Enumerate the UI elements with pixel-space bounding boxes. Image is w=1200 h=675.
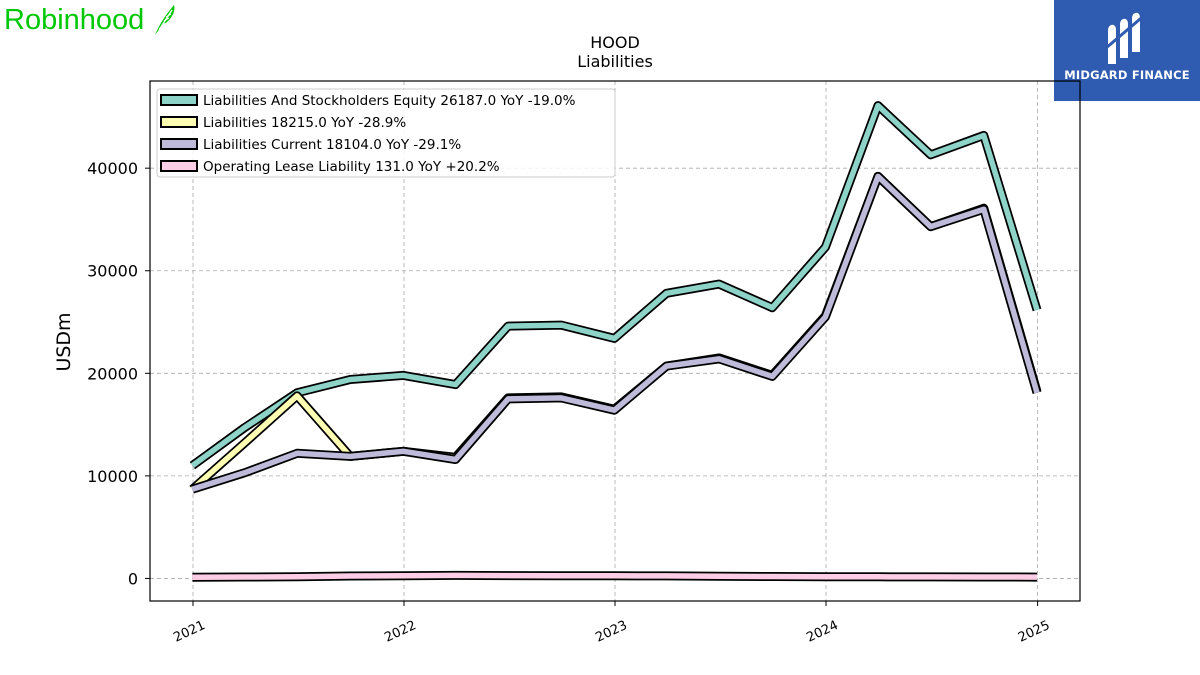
legend-label: Liabilities And Stockholders Equity 2618… [203, 93, 576, 109]
y-tick-label: 20000 [87, 364, 138, 383]
y-axis-label: USDm [53, 312, 75, 371]
x-tick-label: 2023 [593, 618, 629, 646]
feather-icon [155, 5, 175, 35]
y-tick-label: 10000 [87, 467, 138, 486]
plot-frame [149, 80, 1081, 602]
brand-name: Robinhood [4, 3, 145, 36]
legend-label: Liabilities Current 18104.0 YoY -29.1% [203, 137, 461, 153]
x-tick-label: 2022 [382, 618, 418, 646]
legend-swatch [160, 116, 198, 128]
chart-title: HOOD [590, 33, 640, 52]
x-tick-label: 2024 [804, 618, 840, 646]
robinhood-logo: Robinhood [4, 2, 178, 38]
legend-label: Operating Lease Liability 131.0 YoY +20.… [203, 159, 500, 175]
badge-label: MIDGARD FINANCE [1064, 68, 1190, 82]
midgard-finance-badge: MIDGARD FINANCE [1054, 0, 1200, 101]
y-tick-label: 30000 [87, 262, 138, 281]
legend-label: Liabilities 18215.0 YoY -28.9% [203, 115, 406, 131]
series-liabilities-and-stockholders-equity [189, 101, 1042, 470]
legend-box [156, 88, 616, 178]
y-tick-label: 40000 [87, 159, 138, 178]
legend-swatch [160, 94, 198, 106]
series-operating-lease-liability [192, 570, 1038, 582]
y-tick-label: 0 [128, 569, 138, 588]
midgard-logo-icon [1105, 12, 1147, 65]
legend-swatch [160, 138, 198, 150]
series-liabilities-current [191, 171, 1042, 494]
x-tick-label: 2025 [1016, 618, 1052, 646]
series-line [192, 572, 1038, 581]
x-tick-label: 2021 [171, 618, 207, 646]
chart-subtitle: Liabilities [577, 52, 653, 71]
legend-swatch [160, 160, 198, 172]
